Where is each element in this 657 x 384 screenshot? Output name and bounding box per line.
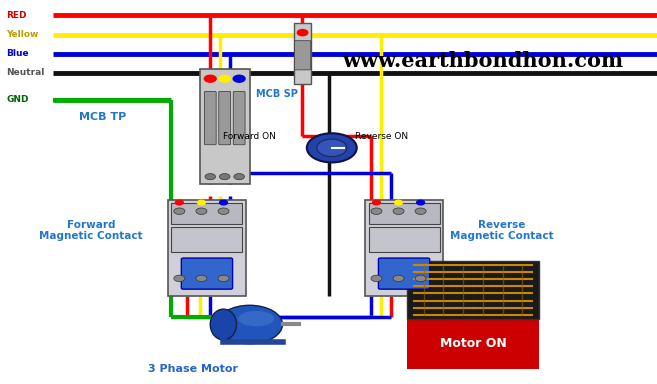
FancyBboxPatch shape	[200, 69, 250, 184]
Bar	[407, 261, 539, 319]
Text: Forward
Magnetic Contact: Forward Magnetic Contact	[39, 220, 143, 241]
Circle shape	[218, 275, 229, 281]
Circle shape	[218, 208, 229, 214]
Text: 3 Phase Motor: 3 Phase Motor	[148, 364, 238, 374]
FancyBboxPatch shape	[171, 203, 242, 223]
Circle shape	[307, 133, 357, 162]
FancyBboxPatch shape	[233, 91, 245, 145]
Circle shape	[219, 200, 227, 205]
Circle shape	[174, 208, 185, 214]
Text: Neutral: Neutral	[7, 68, 45, 78]
Bar	[407, 319, 539, 369]
FancyBboxPatch shape	[168, 200, 246, 296]
FancyBboxPatch shape	[171, 227, 242, 253]
FancyBboxPatch shape	[369, 227, 440, 253]
FancyBboxPatch shape	[294, 41, 311, 70]
Text: RED: RED	[7, 11, 27, 20]
Ellipse shape	[238, 311, 275, 326]
Circle shape	[198, 200, 206, 205]
Circle shape	[415, 208, 426, 214]
Circle shape	[395, 200, 403, 205]
FancyBboxPatch shape	[204, 91, 216, 145]
Circle shape	[175, 200, 183, 205]
Circle shape	[371, 208, 382, 214]
Text: GND: GND	[7, 95, 29, 104]
Text: MCB SP: MCB SP	[256, 89, 298, 99]
Circle shape	[317, 139, 347, 157]
Circle shape	[373, 200, 380, 205]
FancyBboxPatch shape	[365, 200, 443, 296]
Text: Blue: Blue	[7, 49, 29, 58]
Circle shape	[371, 275, 382, 281]
Ellipse shape	[217, 305, 283, 344]
Circle shape	[219, 174, 230, 180]
FancyBboxPatch shape	[219, 91, 231, 145]
Circle shape	[393, 208, 404, 214]
FancyBboxPatch shape	[369, 203, 440, 223]
Text: Reverse ON: Reverse ON	[355, 132, 408, 141]
Text: www.earthbondhon.com: www.earthbondhon.com	[342, 51, 623, 71]
Text: Forward ON: Forward ON	[223, 132, 276, 141]
FancyBboxPatch shape	[294, 23, 311, 84]
Text: Yellow: Yellow	[7, 30, 39, 39]
Circle shape	[415, 275, 426, 281]
FancyBboxPatch shape	[378, 258, 430, 289]
Ellipse shape	[210, 309, 237, 340]
Text: Reverse
Magnetic Contact: Reverse Magnetic Contact	[450, 220, 554, 241]
Circle shape	[219, 75, 231, 82]
Circle shape	[174, 275, 185, 281]
Circle shape	[205, 174, 215, 180]
Circle shape	[196, 208, 207, 214]
Circle shape	[417, 200, 424, 205]
FancyBboxPatch shape	[181, 258, 233, 289]
Text: MCB TP: MCB TP	[79, 112, 126, 122]
Text: Motor ON: Motor ON	[440, 337, 507, 350]
Circle shape	[196, 275, 207, 281]
Circle shape	[393, 275, 404, 281]
Circle shape	[204, 75, 216, 82]
Circle shape	[233, 75, 245, 82]
Circle shape	[297, 30, 307, 36]
Circle shape	[234, 174, 244, 180]
